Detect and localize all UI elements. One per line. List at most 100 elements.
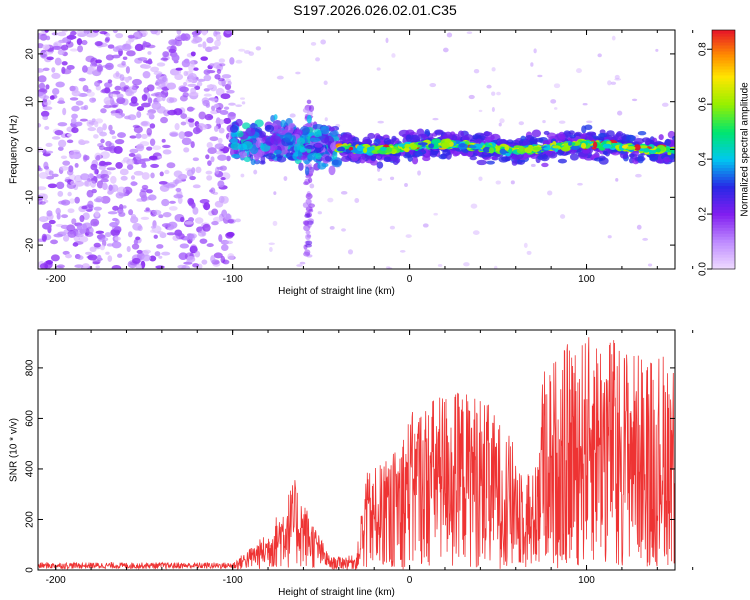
heatmap-cell xyxy=(180,216,185,223)
heatmap-cell xyxy=(204,113,214,121)
heatmap-cell xyxy=(205,170,213,175)
colorbar-segment xyxy=(712,86,735,91)
heatmap-cell xyxy=(328,165,336,176)
snr-ylabel: SNR (10 * v/v) xyxy=(9,418,20,482)
heatmap-cell xyxy=(211,208,219,216)
heatmap-cell xyxy=(305,233,311,241)
heatmap-cell xyxy=(193,67,199,71)
heatmap-cell xyxy=(533,48,537,54)
heatmap-cell xyxy=(273,149,282,155)
heatmap-cell xyxy=(522,139,530,146)
spectrogram-xlabel: Height of straight line (km) xyxy=(278,286,395,297)
heatmap-cell xyxy=(593,157,604,162)
heatmap-cell xyxy=(152,145,162,151)
heatmap-cell xyxy=(186,255,196,263)
heatmap-cell xyxy=(498,122,502,127)
heatmap-cell xyxy=(255,140,261,148)
heatmap-cell xyxy=(136,111,142,118)
heatmap-cell xyxy=(283,176,288,181)
heatmap-cell xyxy=(164,169,170,175)
figure-title: S197.2026.026.02.01.C35 xyxy=(293,2,457,18)
heatmap-cell xyxy=(74,180,85,187)
heatmap-cell xyxy=(172,235,180,242)
heatmap-cell xyxy=(377,120,384,124)
heatmap-cell xyxy=(201,30,208,36)
heatmap-cell xyxy=(306,144,313,150)
heatmap-cell xyxy=(161,223,171,228)
colorbar-segment xyxy=(712,59,735,64)
heatmap-cell xyxy=(111,225,122,231)
heatmap-cell xyxy=(104,82,113,88)
heatmap-cell xyxy=(299,147,307,153)
heatmap-cell xyxy=(192,206,199,215)
heatmap-cell xyxy=(132,124,140,128)
heatmap-cell xyxy=(202,223,211,232)
heatmap-cell xyxy=(135,133,142,139)
heatmap-cell xyxy=(376,161,384,169)
heatmap-cell xyxy=(100,108,107,114)
heatmap-cell xyxy=(491,91,496,96)
heatmap-cell xyxy=(95,265,100,269)
heatmap-cell xyxy=(227,219,235,224)
heatmap-cell xyxy=(305,193,313,200)
heatmap-cell xyxy=(105,32,111,37)
heatmap-cell xyxy=(187,107,196,111)
heatmap-cell xyxy=(57,49,65,56)
heatmap-cell xyxy=(206,175,213,181)
heatmap-cell xyxy=(602,143,612,149)
heatmap-cell xyxy=(133,239,139,245)
heatmap-cell xyxy=(642,237,649,241)
heatmap-cell xyxy=(101,88,111,93)
heatmap-cell xyxy=(106,146,115,152)
heatmap-cell xyxy=(404,143,411,149)
heatmap-cell xyxy=(224,30,233,34)
colorbar-segment xyxy=(712,95,735,100)
heatmap-cell xyxy=(547,190,553,196)
heatmap-cell xyxy=(229,125,239,133)
heatmap-cell xyxy=(44,30,49,33)
heatmap-cell xyxy=(175,187,182,192)
heatmap-cell xyxy=(404,182,408,187)
heatmap-cell xyxy=(136,249,143,254)
heatmap-cell xyxy=(211,99,219,103)
colorbar-segment xyxy=(712,149,735,154)
heatmap-cell xyxy=(150,30,158,35)
snr-ytick-label: 800 xyxy=(25,359,36,376)
heatmap-cell xyxy=(329,130,339,137)
heatmap-cell xyxy=(276,75,284,80)
heatmap-cell xyxy=(473,68,480,74)
heatmap-cell xyxy=(38,82,46,90)
heatmap-cell xyxy=(308,177,313,184)
heatmap-cell xyxy=(250,158,256,166)
heatmap-cell xyxy=(655,48,659,52)
colorbar-segment xyxy=(712,188,735,192)
heatmap-cell xyxy=(437,263,443,267)
heatmap-cell xyxy=(104,37,110,43)
heatmap-cell xyxy=(213,252,223,259)
heatmap-cell xyxy=(217,154,228,161)
heatmap-cell xyxy=(77,255,84,260)
heatmap-cell xyxy=(180,113,188,120)
heatmap-cell xyxy=(145,207,150,212)
heatmap-cell xyxy=(628,153,635,159)
heatmap-cell xyxy=(414,150,423,157)
heatmap-cell xyxy=(100,195,111,204)
heatmap-cell xyxy=(158,181,168,185)
colorbar-segment xyxy=(712,227,735,231)
heatmap-cell xyxy=(115,192,125,199)
heatmap-cell xyxy=(190,51,196,57)
heatmap-cell xyxy=(150,163,160,168)
colorbar-segment xyxy=(712,164,735,169)
heatmap-cell xyxy=(206,84,214,89)
colorbar-segment xyxy=(712,50,735,55)
heatmap-cell xyxy=(110,93,118,98)
heatmap-cell xyxy=(220,93,231,100)
heatmap-cell xyxy=(66,133,72,137)
heatmap-cell xyxy=(504,156,511,162)
colorbar-segment xyxy=(712,173,735,177)
heatmap-cell xyxy=(174,123,180,131)
heatmap-cell xyxy=(272,220,278,226)
heatmap-cell xyxy=(243,50,251,54)
heatmap-cell xyxy=(116,97,126,105)
heatmap-cell xyxy=(469,156,477,161)
